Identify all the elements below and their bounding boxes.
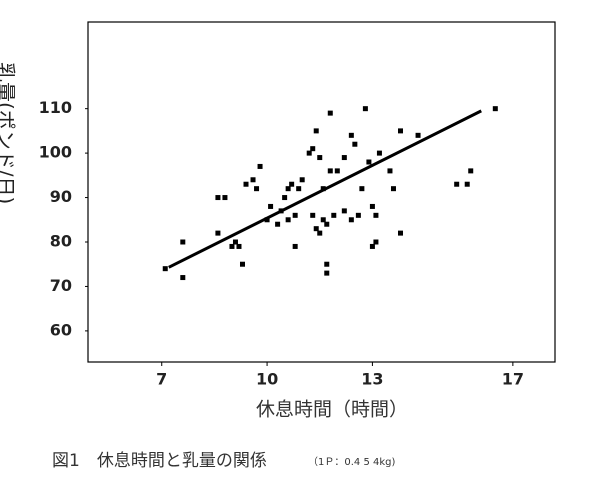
point	[285, 186, 291, 192]
point	[180, 239, 186, 245]
point	[387, 168, 393, 174]
trend-line	[168, 109, 482, 269]
point	[366, 159, 372, 165]
point	[313, 226, 319, 232]
point	[464, 181, 470, 187]
point	[215, 195, 221, 201]
point	[327, 110, 333, 116]
point	[362, 106, 368, 112]
point	[359, 186, 365, 192]
point	[317, 155, 323, 161]
y-tick-label: 70	[50, 276, 72, 295]
point	[239, 261, 245, 267]
point	[180, 275, 186, 281]
point	[320, 217, 326, 223]
point	[310, 212, 316, 218]
point	[348, 217, 354, 223]
point	[317, 230, 323, 236]
point	[268, 203, 274, 209]
point	[310, 146, 316, 152]
x-tick-label: 13	[361, 370, 383, 389]
plot-frame	[87, 21, 556, 363]
point	[355, 212, 361, 218]
point	[162, 266, 168, 272]
x-tick-label: 17	[502, 370, 524, 389]
point	[415, 132, 421, 138]
point	[390, 186, 396, 192]
point	[373, 212, 379, 218]
point	[306, 150, 312, 156]
point	[250, 177, 256, 183]
point	[292, 212, 298, 218]
point	[254, 186, 260, 192]
point	[257, 163, 263, 169]
point	[289, 181, 295, 187]
point	[369, 203, 375, 209]
point	[313, 128, 319, 134]
point	[352, 141, 358, 147]
point	[229, 243, 235, 249]
point	[324, 261, 330, 267]
point	[468, 168, 474, 174]
point	[215, 230, 221, 236]
point	[398, 128, 404, 134]
point	[334, 168, 340, 174]
point	[285, 217, 291, 223]
x-tick-label: 10	[256, 370, 278, 389]
point	[296, 186, 302, 192]
point	[324, 270, 330, 276]
point	[232, 239, 238, 245]
point	[341, 155, 347, 161]
point	[492, 106, 498, 112]
point	[222, 195, 228, 201]
y-tick-label: 60	[50, 320, 72, 339]
point	[299, 177, 305, 183]
point	[292, 243, 298, 249]
x-axis-label: 休息時間（時間）	[256, 399, 408, 421]
point	[341, 208, 347, 214]
point	[454, 181, 460, 187]
x-tick-label: 7	[156, 370, 167, 389]
point	[282, 195, 288, 201]
y-tick-label: 80	[50, 232, 72, 251]
y-tick-label: 110	[39, 98, 72, 117]
point	[327, 168, 333, 174]
y-axis-label: 乳量(ポンド/日)	[0, 62, 18, 204]
point	[236, 243, 242, 249]
y-tick-label: 90	[50, 187, 72, 206]
point	[331, 212, 337, 218]
point	[398, 230, 404, 236]
caption-note: （1Ｐ：0.4 5 4kg)	[308, 456, 395, 468]
point	[369, 243, 375, 249]
y-tick-label: 100	[39, 143, 72, 162]
point	[243, 181, 249, 187]
point	[376, 150, 382, 156]
caption: 図1 休息時間と乳量の関係	[52, 451, 267, 471]
point	[373, 239, 379, 245]
point	[348, 132, 354, 138]
point	[324, 221, 330, 227]
point	[275, 221, 281, 227]
